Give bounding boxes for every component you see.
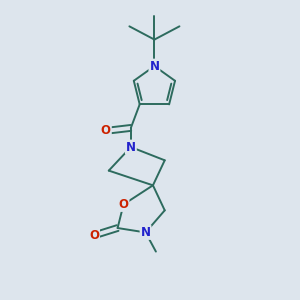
Text: N: N	[126, 141, 136, 154]
Text: N: N	[149, 60, 159, 73]
Text: O: O	[101, 124, 111, 137]
Text: N: N	[141, 226, 151, 239]
Text: O: O	[89, 229, 99, 242]
Text: O: O	[118, 198, 128, 211]
